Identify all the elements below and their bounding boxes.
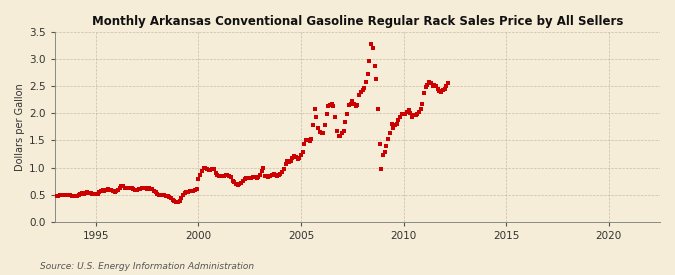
Text: Source: U.S. Energy Information Administration: Source: U.S. Energy Information Administ… xyxy=(40,262,254,271)
Y-axis label: Dollars per Gallon: Dollars per Gallon xyxy=(15,83,25,171)
Title: Monthly Arkansas Conventional Gasoline Regular Rack Sales Price by All Sellers: Monthly Arkansas Conventional Gasoline R… xyxy=(92,15,623,28)
